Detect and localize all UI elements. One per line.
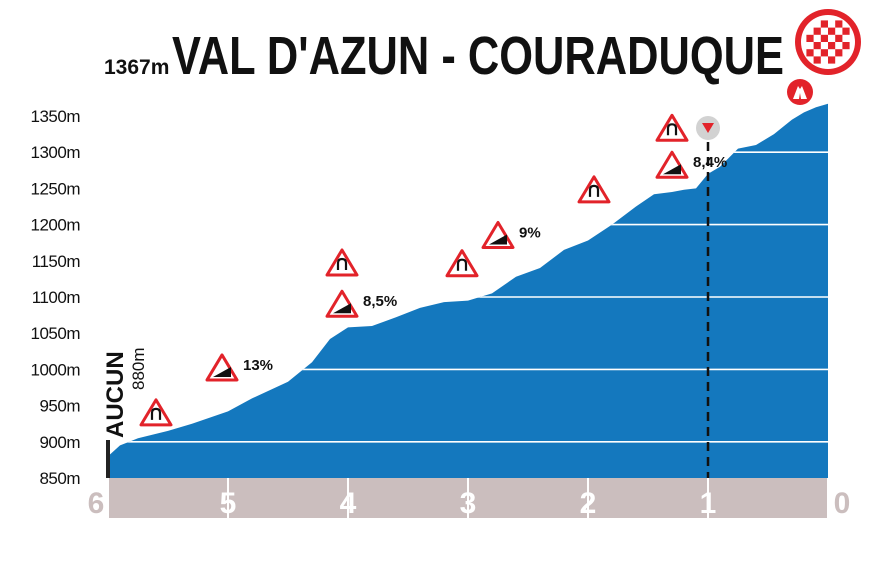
y-tick-label: 1300m (31, 143, 81, 162)
flag-square (813, 56, 821, 64)
header: 1367m VAL D'AZUN - COURADUQUE (104, 9, 861, 86)
gradient-label: 8,4% (693, 154, 727, 171)
x-tick-label: 1 (700, 487, 717, 520)
mountain-pass-icon (787, 79, 813, 105)
gradient-sign-icon: 13% (205, 353, 273, 382)
gradient-sign-icon: 8,5% (325, 289, 397, 318)
x-axis-ticks: 6 5 4 3 2 1 0 (88, 478, 851, 520)
x-tick-label: 2 (580, 487, 597, 520)
x-tick-label: 3 (460, 487, 477, 520)
profile-fill (108, 103, 828, 478)
y-tick-label: 1100m (32, 288, 81, 307)
flag-square (813, 42, 821, 50)
y-tick-label: 1150m (32, 252, 81, 271)
y-tick-label: 1350m (31, 107, 81, 126)
y-tick-label: 1050m (31, 324, 81, 343)
y-tick-label: 1250m (31, 179, 81, 198)
start-post (106, 440, 110, 478)
flag-square (820, 34, 828, 42)
flag-square (828, 56, 836, 64)
x-tick-label: 6 (88, 487, 105, 520)
gradient-label: 9% (519, 224, 541, 241)
flag-square (806, 49, 814, 57)
climb-title: VAL D'AZUN - COURADUQUE (172, 26, 784, 86)
hairpin-right-sign-icon (325, 248, 359, 277)
y-tick-label: 950m (39, 397, 80, 416)
gradient-sign-icon: 9% (481, 220, 541, 249)
y-tick-label: 1000m (31, 360, 81, 379)
y-tick-label: 1200m (31, 216, 81, 235)
summit-altitude: 1367m (104, 56, 169, 79)
hairpin-left-sign-icon (445, 249, 479, 278)
flag-square (842, 42, 850, 50)
y-tick-label: 900m (39, 433, 80, 452)
x-tick-label: 5 (220, 487, 237, 520)
final-km-marker (696, 116, 720, 478)
flag-square (828, 42, 836, 50)
hairpin-left-sign-icon (577, 175, 611, 204)
flag-square (842, 27, 850, 35)
flag-square (835, 20, 843, 28)
flag-square (835, 49, 843, 57)
road-sign-annotations: 13% 8,5% 9% 8,4% (139, 113, 727, 427)
x-tick-label: 4 (340, 487, 357, 520)
start-altitude: 880m (129, 347, 148, 390)
start-town: AUCUN (102, 351, 129, 438)
gradient-sign-icon: 8,4% (655, 150, 727, 179)
y-axis-ticks: 850m 900m 950m 1000m 1050m 1100m 1150m 1200m 125… (31, 107, 81, 488)
gradient-label: 8,5% (363, 293, 397, 310)
start-label: AUCUN 880m (102, 347, 148, 478)
flag-square (806, 34, 814, 42)
hairpin-right-sign-icon (655, 113, 689, 142)
flag-square (820, 49, 828, 57)
red-triangle-marker-icon (702, 123, 714, 133)
gradient-label: 13% (243, 357, 273, 374)
flag-square (813, 27, 821, 35)
hairpin-left-sign-icon (139, 398, 173, 427)
flag-square (835, 34, 843, 42)
flag-square (820, 20, 828, 28)
checkered-flag-icon (795, 9, 861, 75)
profile-area (108, 103, 828, 478)
y-tick-label: 850m (39, 469, 80, 488)
flag-square (828, 27, 836, 35)
x-tick-label: 0 (834, 487, 851, 520)
